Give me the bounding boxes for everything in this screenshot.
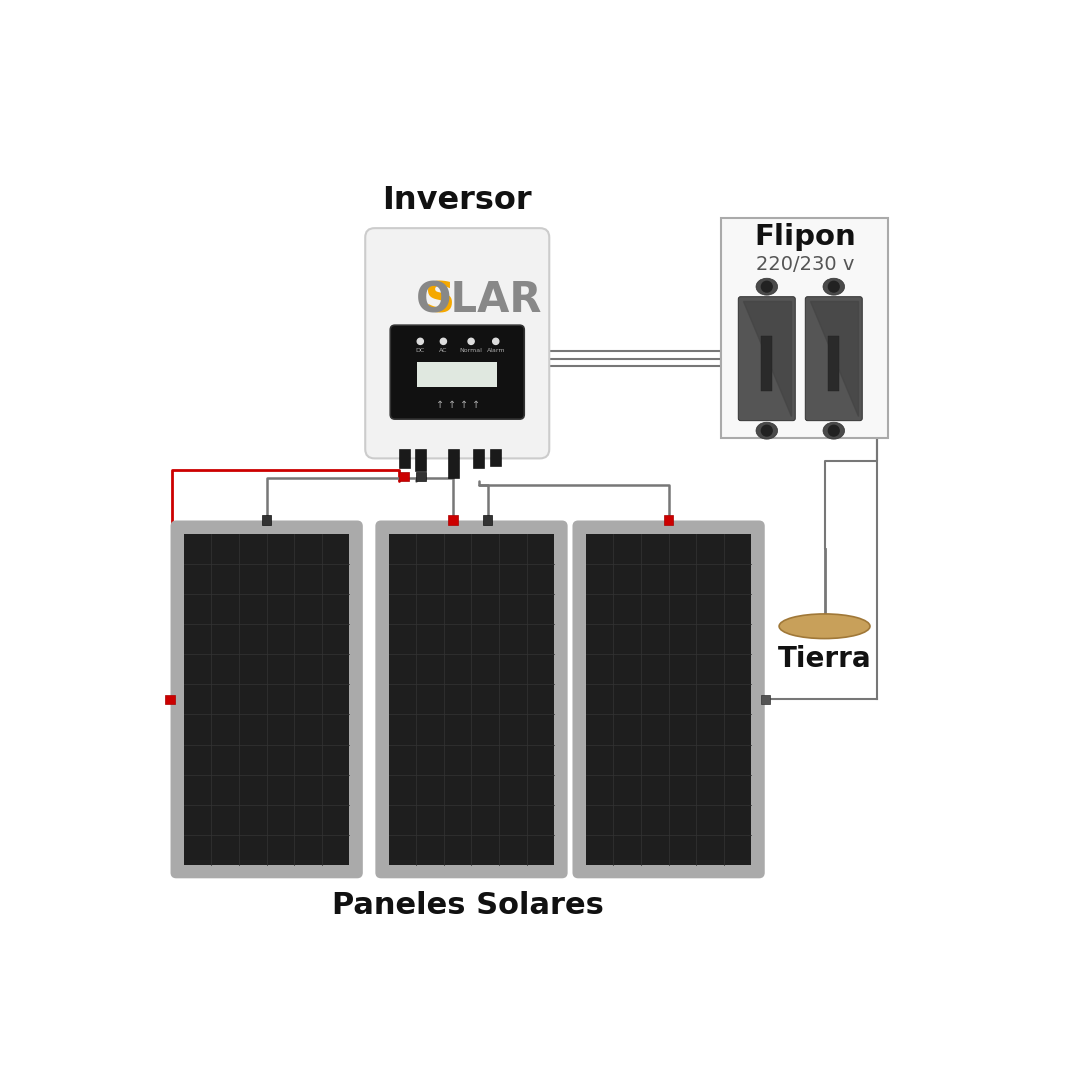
Text: ↑: ↑	[436, 401, 444, 410]
FancyBboxPatch shape	[739, 297, 795, 421]
Bar	[761, 336, 772, 391]
Ellipse shape	[756, 279, 778, 295]
Text: ↑: ↑	[472, 401, 480, 410]
FancyBboxPatch shape	[172, 522, 362, 877]
Bar	[184, 534, 350, 865]
Bar	[417, 472, 426, 482]
FancyBboxPatch shape	[365, 228, 550, 458]
Bar	[448, 515, 458, 525]
Text: ↑: ↑	[460, 401, 469, 410]
FancyBboxPatch shape	[377, 522, 567, 877]
Bar	[165, 694, 175, 704]
Text: Alarm: Alarm	[486, 348, 505, 353]
Ellipse shape	[823, 422, 845, 440]
Polygon shape	[743, 301, 791, 416]
Text: 220/230 v: 220/230 v	[756, 255, 854, 274]
Bar	[473, 449, 484, 468]
Text: Tierra: Tierra	[778, 645, 872, 673]
Bar	[664, 515, 673, 525]
Bar	[760, 694, 770, 704]
Bar	[490, 449, 501, 467]
FancyBboxPatch shape	[390, 325, 524, 419]
Text: Inversor: Inversor	[382, 185, 532, 216]
Bar	[400, 449, 410, 468]
FancyBboxPatch shape	[721, 218, 889, 437]
Bar	[483, 515, 492, 525]
FancyBboxPatch shape	[806, 297, 862, 421]
Bar	[415, 449, 426, 471]
FancyBboxPatch shape	[573, 522, 764, 877]
Ellipse shape	[756, 422, 778, 440]
Text: Flipon: Flipon	[754, 224, 855, 252]
Bar	[400, 472, 408, 482]
Bar	[262, 515, 271, 525]
Bar	[585, 534, 752, 865]
Circle shape	[468, 338, 474, 345]
Bar	[417, 362, 497, 387]
Circle shape	[417, 338, 423, 345]
Circle shape	[441, 338, 446, 345]
Text: ↑: ↑	[448, 401, 456, 410]
Text: OLAR: OLAR	[416, 280, 542, 322]
Circle shape	[761, 281, 772, 292]
Bar	[828, 336, 839, 391]
Bar	[448, 449, 459, 478]
Ellipse shape	[823, 279, 845, 295]
Circle shape	[828, 426, 839, 436]
Polygon shape	[810, 301, 858, 416]
Text: Normal: Normal	[460, 348, 483, 353]
Text: AC: AC	[440, 348, 447, 353]
Text: DC: DC	[416, 348, 424, 353]
Circle shape	[828, 281, 839, 292]
Circle shape	[492, 338, 499, 345]
Bar	[389, 534, 554, 865]
Text: S: S	[426, 280, 456, 322]
Text: Paneles Solares: Paneles Solares	[332, 891, 604, 920]
Ellipse shape	[779, 613, 870, 638]
Circle shape	[761, 426, 772, 436]
